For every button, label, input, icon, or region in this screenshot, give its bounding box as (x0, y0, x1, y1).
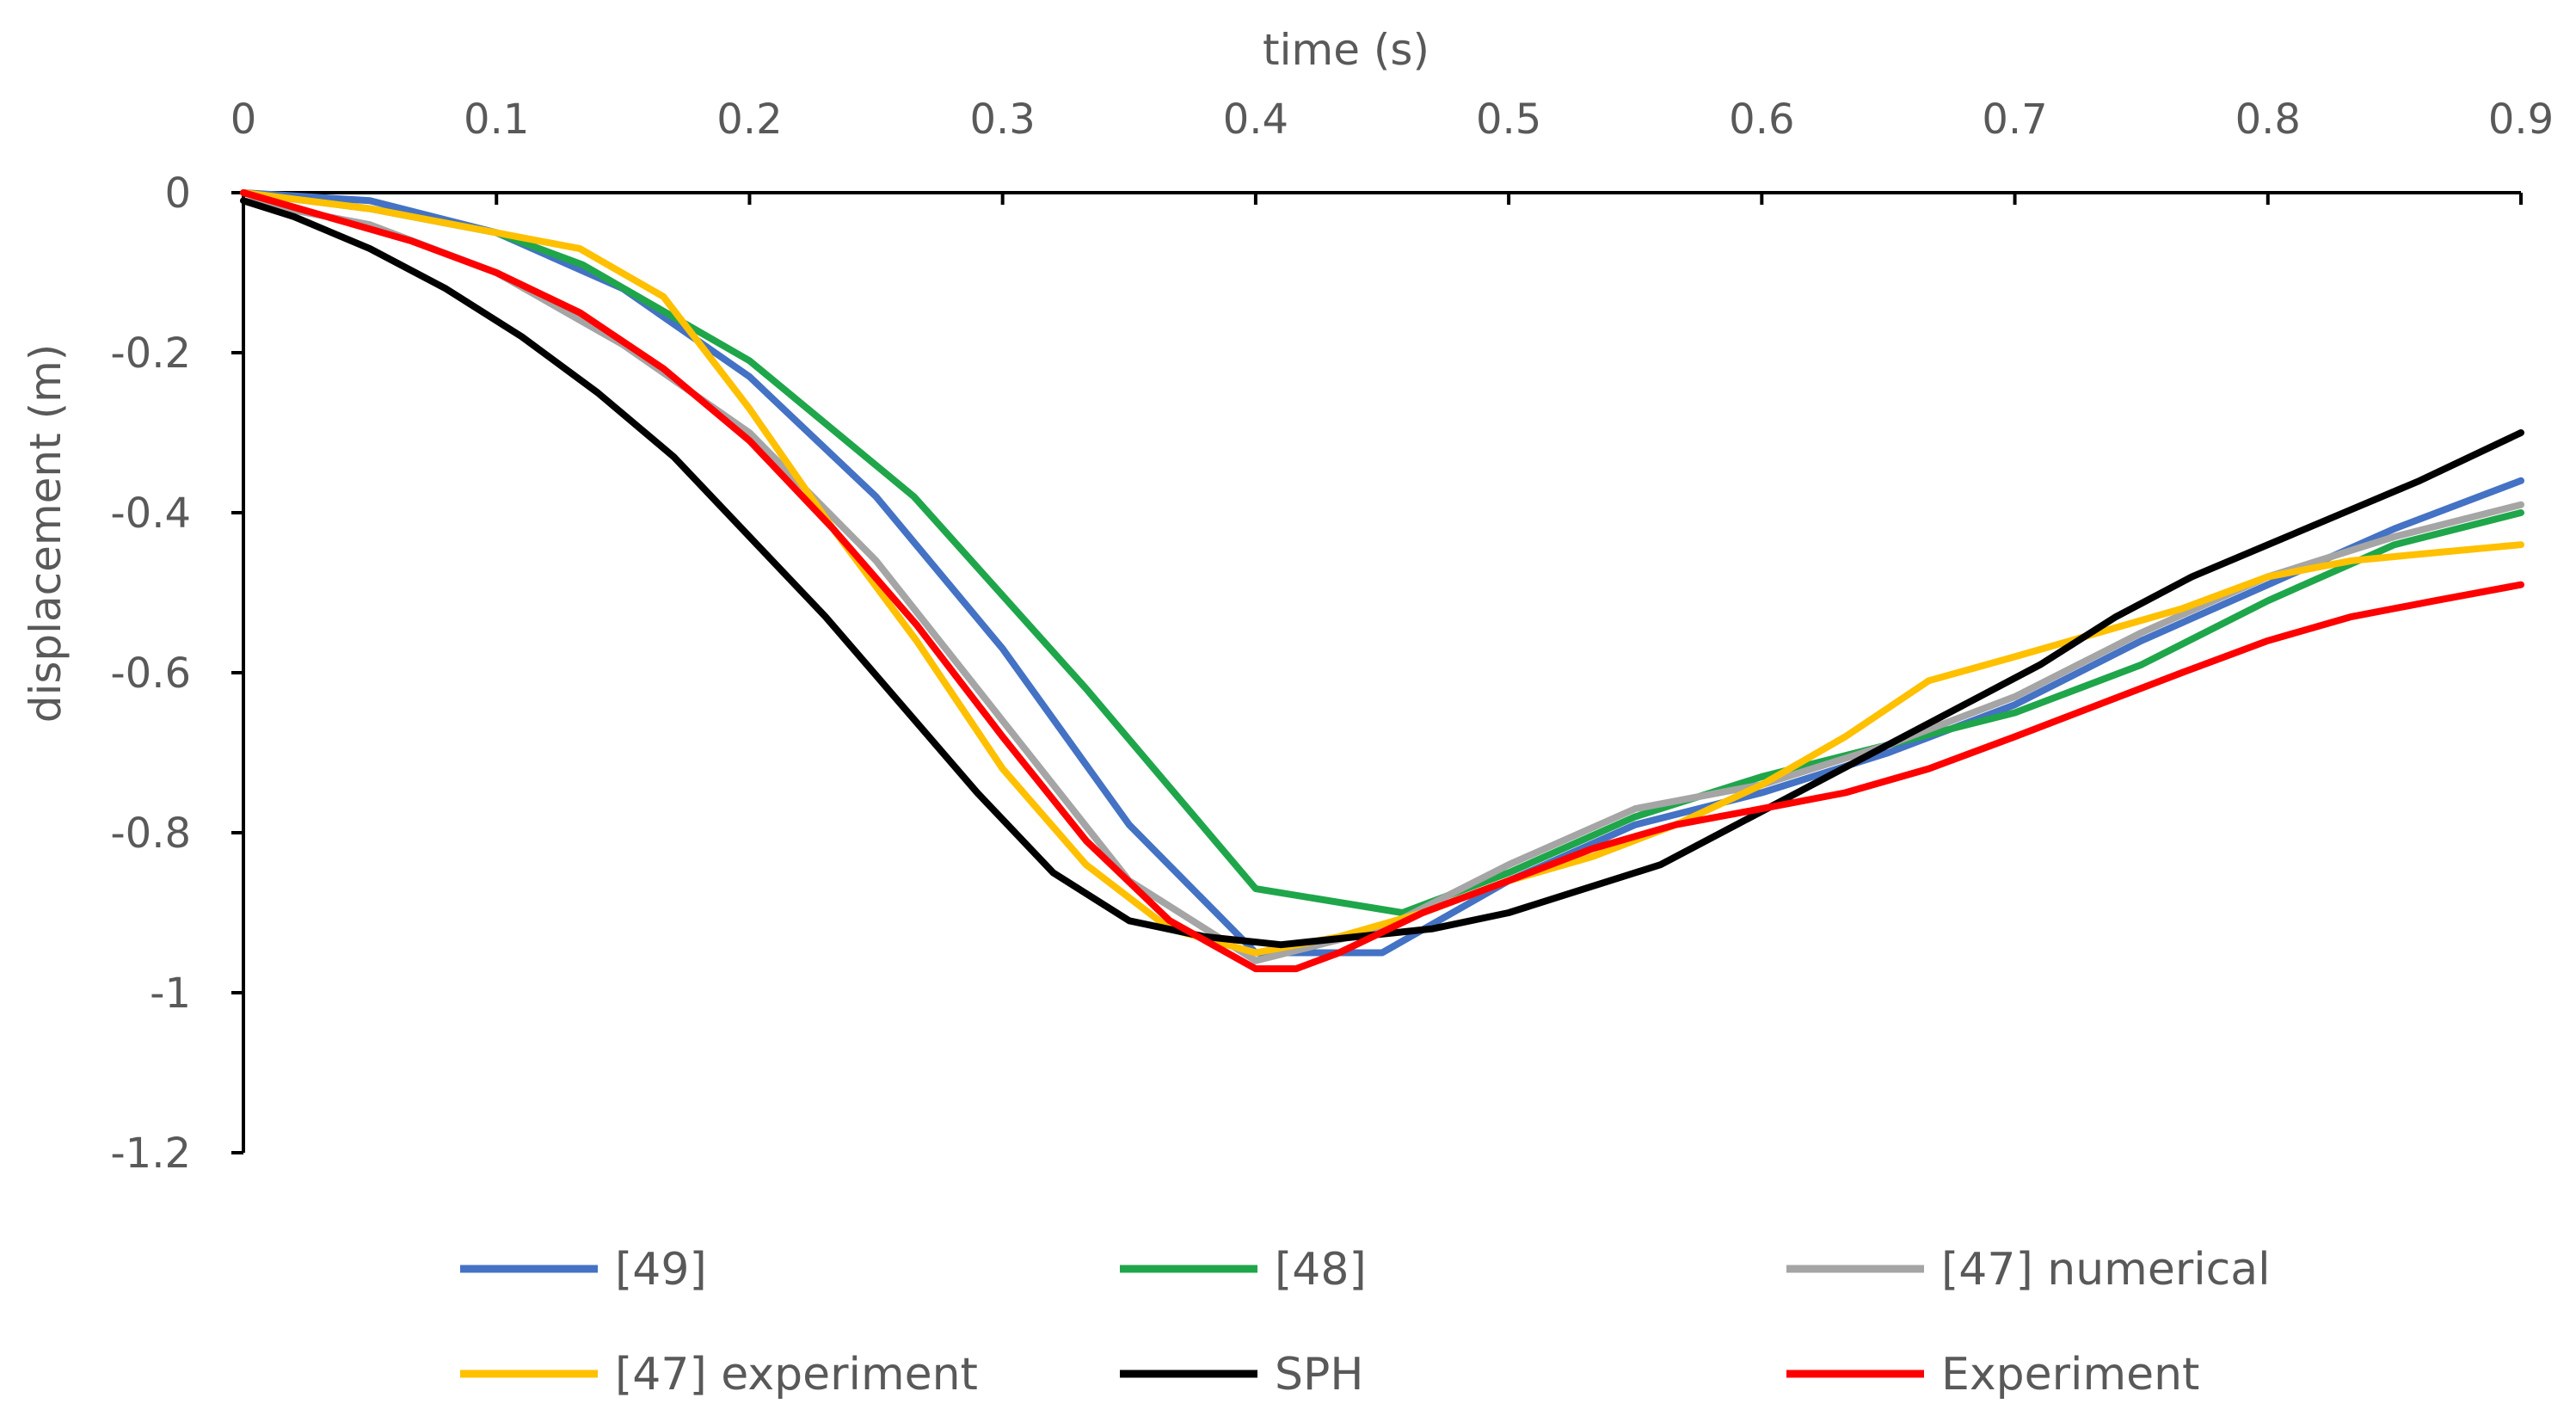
y-tick-label: 0 (164, 169, 191, 218)
x-tick-label: 0 (231, 95, 257, 144)
x-axis-title: time (s) (1263, 25, 1429, 75)
legend-label-47-numerical: [47] numerical (1941, 1244, 2271, 1296)
x-tick-label: 0.7 (1982, 95, 2047, 144)
y-tick-label: -1 (150, 970, 191, 1018)
legend-label-experiment: Experiment (1941, 1349, 2199, 1400)
y-tick-label: -0.4 (110, 489, 191, 538)
legend-label-48: [48] (1275, 1244, 1367, 1296)
legend: [49] [48] [47] numerical [47] experiment SPH… (460, 1244, 2271, 1400)
y-tick-label: -0.2 (110, 329, 191, 378)
series-line-sph (240, 197, 2524, 949)
y-tick-label: -0.6 (110, 649, 191, 698)
series-line-experiment (240, 189, 2524, 973)
x-tick-label: 0.6 (1729, 95, 1794, 144)
x-tick-label: 0.2 (716, 95, 782, 144)
y-axis-title: displacement (m) (21, 344, 71, 723)
series-lines (240, 189, 2524, 973)
x-tick-label: 0.3 (969, 95, 1035, 144)
x-tick-label: 0.4 (1223, 95, 1288, 144)
y-tick-label: -1.2 (110, 1130, 191, 1178)
x-tick-labels: 0 0.1 0.2 0.3 0.4 0.5 0.6 0.7 0.8 0.9 (231, 95, 2554, 144)
x-tick-label: 0.5 (1476, 95, 1541, 144)
y-tick-labels: 0 -0.2 -0.4 -0.6 -0.8 -1 -1.2 (110, 169, 191, 1178)
legend-label-sph: SPH (1275, 1349, 1363, 1400)
x-tick-label: 0.1 (464, 95, 529, 144)
x-tick-label: 0.8 (2235, 95, 2301, 144)
y-tick-label: -0.8 (110, 809, 191, 858)
legend-label-47-experiment: [47] experiment (615, 1349, 978, 1400)
legend-label-49: [49] (615, 1244, 707, 1296)
x-tick-label: 0.9 (2488, 95, 2554, 144)
